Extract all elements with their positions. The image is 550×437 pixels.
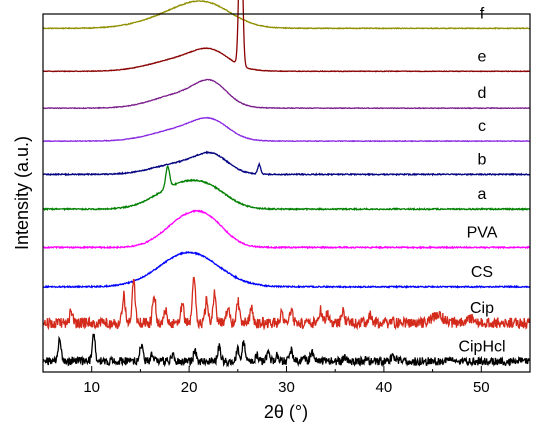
series-line-pva — [42, 209, 531, 250]
x-tick-label: 10 — [83, 379, 100, 396]
series-line-e — [42, 0, 531, 73]
plot-frame — [42, 13, 531, 373]
series-line-d — [42, 78, 531, 110]
series-label-e: e — [478, 48, 487, 65]
series-line-c — [42, 116, 531, 143]
series-line-cip — [42, 276, 531, 331]
series-label-d: d — [478, 85, 487, 102]
x-tick-label: 50 — [473, 379, 490, 396]
series-label-a: a — [478, 186, 487, 203]
x-axis-ticks: 10 20 30 40 50 — [42, 366, 531, 396]
series-label-c: c — [478, 118, 486, 135]
series-lines — [42, 0, 531, 368]
x-tick-label: 40 — [376, 379, 393, 396]
series-line-b — [42, 150, 531, 177]
series-line-f — [42, 0, 531, 30]
series-line-a — [42, 165, 531, 212]
x-tick-label: 20 — [181, 379, 198, 396]
series-label-cs: CS — [471, 264, 493, 281]
y-axis-title: Intensity (a.u.) — [12, 136, 32, 250]
series-label-ciphcl: CipHcl — [458, 338, 505, 355]
series-line-cs — [42, 250, 531, 290]
series-label-cip: Cip — [470, 300, 494, 317]
series-line-ciphcl — [42, 333, 531, 368]
x-tick-label: 30 — [278, 379, 295, 396]
series-label-pva: PVA — [467, 224, 498, 241]
x-axis-title: 2θ (°) — [264, 402, 308, 422]
series-label-b: b — [478, 151, 487, 168]
